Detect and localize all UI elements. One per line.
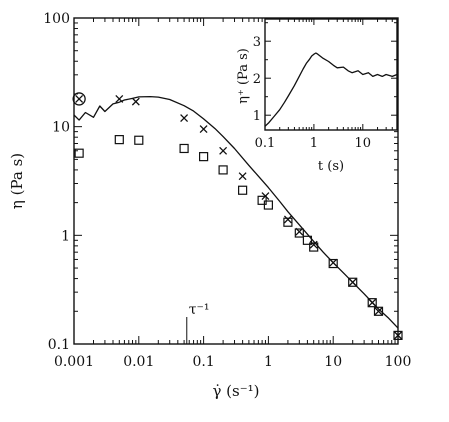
cross-point — [309, 240, 318, 249]
square-point — [373, 306, 384, 316]
cross-stroke — [348, 278, 357, 287]
x-tick-label: 1 — [264, 354, 273, 370]
main-data-marks — [72, 92, 403, 340]
inset-tick-labels: 0.1 1 10 1 2 3 — [253, 35, 371, 151]
cross-point — [180, 114, 189, 123]
inset-y-tick-label: 3 — [253, 35, 261, 50]
cross-stroke — [180, 114, 189, 123]
square-point — [134, 135, 144, 145]
x-tick-label: 10 — [324, 354, 342, 370]
simulation-line — [73, 95, 399, 329]
square-point — [283, 217, 293, 227]
square-point — [309, 242, 319, 252]
square-point — [348, 277, 358, 287]
cross-point — [394, 331, 402, 340]
cross-point — [219, 146, 228, 155]
cross-point — [283, 215, 292, 224]
cross-point — [295, 227, 304, 236]
main-x-axis-label: γ̇ (s⁻¹) — [212, 382, 259, 400]
inset-axis-ticks — [264, 19, 398, 130]
cross-stroke — [238, 172, 247, 181]
inset-x-tick-label: 0.1 — [255, 136, 276, 151]
inset-plot: 0.1 1 10 1 2 3 t (s) η⁺ (Pa s) — [236, 18, 398, 174]
cross-point — [131, 97, 140, 106]
cross-stroke — [295, 227, 304, 236]
square-point — [238, 185, 248, 195]
cross-point — [348, 278, 357, 287]
cross-point — [374, 307, 383, 316]
y-tick-label: 0.1 — [48, 337, 70, 353]
cross-point — [368, 298, 377, 307]
square-point — [302, 235, 313, 245]
x-tick-label: 0.1 — [192, 354, 214, 370]
cross-stroke — [368, 298, 377, 307]
square-point — [367, 298, 377, 308]
inset-y-tick-label: 1 — [253, 109, 261, 124]
square-point — [179, 143, 189, 154]
cross-point — [261, 192, 270, 200]
inset-x-tick-label: 10 — [355, 136, 372, 151]
square-point — [74, 148, 84, 158]
main-plot-frame — [73, 17, 399, 345]
cross-point — [75, 94, 84, 103]
inset-y-tick-label: 2 — [253, 72, 261, 87]
square-point — [114, 135, 124, 145]
cross-point — [329, 258, 338, 267]
main-y-axis-label: η (Pa s) — [8, 153, 26, 209]
square-point — [199, 152, 209, 162]
y-tick-label: 100 — [43, 11, 70, 27]
inset-x-tick-label: 1 — [310, 136, 318, 151]
cross-stroke — [115, 94, 124, 103]
inset-y-axis-label: η⁺ (Pa s) — [236, 48, 251, 104]
square-point — [328, 258, 338, 269]
x-tick-label: 0.01 — [123, 354, 154, 370]
cross-stroke — [329, 258, 338, 267]
x-tick-label: 100 — [385, 354, 412, 370]
cross-stroke — [75, 94, 84, 103]
square-point — [294, 228, 304, 238]
tau-inverse-annotation: τ⁻¹ — [189, 302, 210, 318]
inset-x-axis-label: t (s) — [318, 159, 344, 174]
square-point — [218, 165, 228, 175]
inset-data-marks — [264, 52, 398, 127]
inset-background — [265, 19, 397, 130]
cross-stroke — [261, 192, 270, 200]
cross-point — [115, 94, 124, 103]
inset-growth-line — [264, 52, 398, 127]
cross-stroke — [283, 215, 292, 224]
cross-stroke — [199, 125, 208, 134]
cross-stroke — [309, 240, 318, 249]
x-tick-label: 0.001 — [54, 354, 94, 370]
square-point — [263, 200, 273, 210]
main-plot: 0.001 0.01 0.1 1 10 100 0.1 1 10 100 τ⁻¹ γ̇ (s⁻¹)… — [8, 11, 411, 400]
circled-point — [72, 92, 86, 106]
cross-point — [199, 125, 208, 134]
cross-point — [238, 172, 247, 181]
cross-stroke — [394, 331, 402, 340]
square-point — [393, 330, 403, 340]
y-tick-label: 1 — [61, 228, 70, 244]
main-tick-labels: 0.001 0.01 0.1 1 10 100 0.1 1 10 100 — [43, 11, 411, 370]
square-point — [257, 195, 267, 205]
y-tick-label: 10 — [52, 120, 70, 136]
cross-stroke — [219, 146, 228, 155]
cross-stroke — [131, 97, 140, 106]
cross-stroke — [374, 307, 383, 316]
